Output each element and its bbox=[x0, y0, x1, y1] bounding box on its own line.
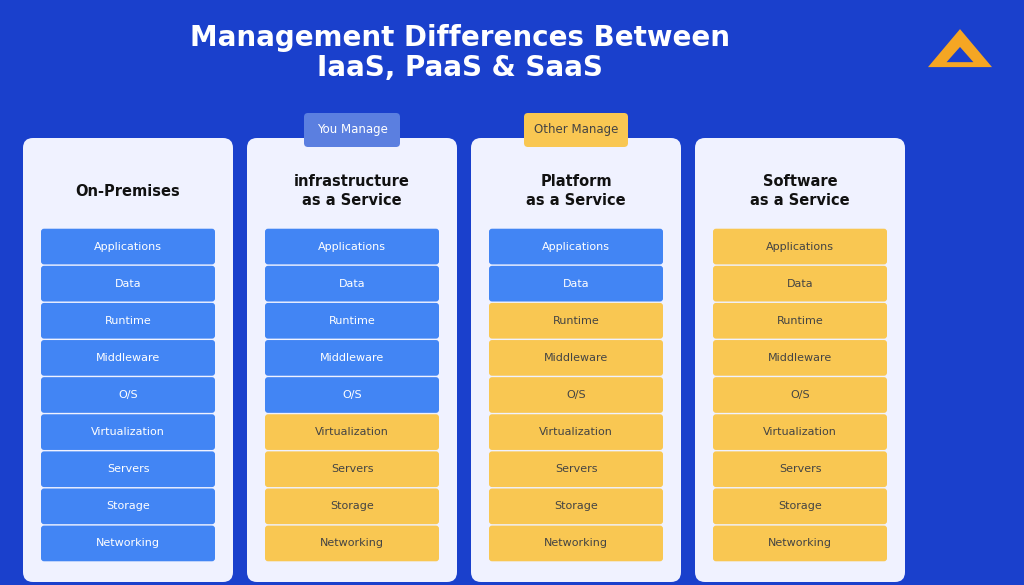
Text: Platform
as a Service: Platform as a Service bbox=[526, 174, 626, 208]
FancyBboxPatch shape bbox=[713, 525, 887, 561]
Text: Other Manage: Other Manage bbox=[534, 123, 618, 136]
FancyBboxPatch shape bbox=[713, 303, 887, 339]
FancyBboxPatch shape bbox=[41, 488, 215, 524]
FancyBboxPatch shape bbox=[489, 266, 663, 301]
FancyBboxPatch shape bbox=[713, 340, 887, 376]
FancyBboxPatch shape bbox=[41, 452, 215, 487]
Text: Storage: Storage bbox=[330, 501, 374, 511]
FancyBboxPatch shape bbox=[713, 229, 887, 264]
FancyBboxPatch shape bbox=[265, 452, 439, 487]
Text: Data: Data bbox=[339, 278, 366, 288]
FancyBboxPatch shape bbox=[489, 229, 663, 264]
FancyBboxPatch shape bbox=[265, 229, 439, 264]
Text: On-Premises: On-Premises bbox=[76, 184, 180, 198]
Text: O/S: O/S bbox=[566, 390, 586, 400]
FancyBboxPatch shape bbox=[265, 266, 439, 301]
Text: Servers: Servers bbox=[778, 464, 821, 474]
FancyBboxPatch shape bbox=[41, 377, 215, 413]
FancyBboxPatch shape bbox=[265, 303, 439, 339]
FancyBboxPatch shape bbox=[489, 414, 663, 450]
Text: Data: Data bbox=[786, 278, 813, 288]
FancyBboxPatch shape bbox=[489, 452, 663, 487]
Text: O/S: O/S bbox=[791, 390, 810, 400]
Text: Applications: Applications bbox=[94, 242, 162, 252]
Text: Middleware: Middleware bbox=[319, 353, 384, 363]
Text: Servers: Servers bbox=[106, 464, 150, 474]
FancyBboxPatch shape bbox=[41, 229, 215, 264]
Text: Servers: Servers bbox=[555, 464, 597, 474]
Text: Virtualization: Virtualization bbox=[315, 427, 389, 437]
FancyBboxPatch shape bbox=[489, 525, 663, 561]
FancyBboxPatch shape bbox=[41, 414, 215, 450]
FancyBboxPatch shape bbox=[41, 266, 215, 301]
Text: Networking: Networking bbox=[96, 538, 160, 549]
Text: Storage: Storage bbox=[106, 501, 150, 511]
Text: Storage: Storage bbox=[554, 501, 598, 511]
Text: You Manage: You Manage bbox=[316, 123, 387, 136]
FancyBboxPatch shape bbox=[489, 340, 663, 376]
FancyBboxPatch shape bbox=[265, 414, 439, 450]
Text: Runtime: Runtime bbox=[553, 316, 599, 326]
Text: Middleware: Middleware bbox=[96, 353, 160, 363]
Text: Applications: Applications bbox=[542, 242, 610, 252]
Text: Management Differences Between: Management Differences Between bbox=[190, 24, 730, 52]
Text: Storage: Storage bbox=[778, 501, 822, 511]
Text: Applications: Applications bbox=[318, 242, 386, 252]
Text: Virtualization: Virtualization bbox=[539, 427, 613, 437]
FancyBboxPatch shape bbox=[304, 113, 400, 147]
Text: Middleware: Middleware bbox=[768, 353, 833, 363]
FancyBboxPatch shape bbox=[247, 138, 457, 582]
FancyBboxPatch shape bbox=[489, 303, 663, 339]
FancyBboxPatch shape bbox=[265, 377, 439, 413]
Text: O/S: O/S bbox=[342, 390, 361, 400]
FancyBboxPatch shape bbox=[41, 340, 215, 376]
FancyBboxPatch shape bbox=[265, 525, 439, 561]
FancyBboxPatch shape bbox=[265, 488, 439, 524]
Text: Runtime: Runtime bbox=[776, 316, 823, 326]
FancyBboxPatch shape bbox=[265, 340, 439, 376]
FancyBboxPatch shape bbox=[41, 303, 215, 339]
Text: Applications: Applications bbox=[766, 242, 834, 252]
FancyBboxPatch shape bbox=[695, 138, 905, 582]
FancyBboxPatch shape bbox=[713, 414, 887, 450]
FancyBboxPatch shape bbox=[713, 377, 887, 413]
FancyBboxPatch shape bbox=[524, 113, 628, 147]
Text: Middleware: Middleware bbox=[544, 353, 608, 363]
Text: Networking: Networking bbox=[319, 538, 384, 549]
FancyBboxPatch shape bbox=[713, 488, 887, 524]
FancyBboxPatch shape bbox=[489, 377, 663, 413]
Text: Runtime: Runtime bbox=[329, 316, 376, 326]
Text: Virtualization: Virtualization bbox=[763, 427, 837, 437]
Polygon shape bbox=[928, 29, 992, 67]
Text: Networking: Networking bbox=[768, 538, 831, 549]
FancyBboxPatch shape bbox=[713, 266, 887, 301]
FancyBboxPatch shape bbox=[489, 488, 663, 524]
Text: Networking: Networking bbox=[544, 538, 608, 549]
Text: Virtualization: Virtualization bbox=[91, 427, 165, 437]
FancyBboxPatch shape bbox=[23, 138, 233, 582]
Text: IaaS, PaaS & SaaS: IaaS, PaaS & SaaS bbox=[317, 54, 603, 82]
FancyBboxPatch shape bbox=[41, 525, 215, 561]
FancyBboxPatch shape bbox=[713, 452, 887, 487]
Polygon shape bbox=[946, 47, 974, 62]
Text: Runtime: Runtime bbox=[104, 316, 152, 326]
Text: Software
as a Service: Software as a Service bbox=[751, 174, 850, 208]
Text: infrastructure
as a Service: infrastructure as a Service bbox=[294, 174, 410, 208]
Text: Data: Data bbox=[562, 278, 590, 288]
Text: O/S: O/S bbox=[118, 390, 138, 400]
Text: Data: Data bbox=[115, 278, 141, 288]
FancyBboxPatch shape bbox=[471, 138, 681, 582]
Text: Servers: Servers bbox=[331, 464, 374, 474]
